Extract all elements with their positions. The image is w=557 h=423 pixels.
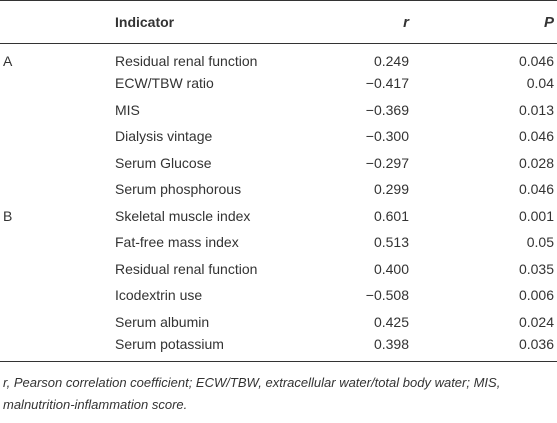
cell-p: 0.05: [526, 234, 554, 251]
cell-p: 0.04: [526, 75, 554, 92]
cell-r: −0.300: [365, 128, 409, 145]
table-row: Fat-free mass index 0.513 0.05: [0, 229, 557, 256]
table-row: Residual renal function 0.400 0.035: [0, 256, 557, 283]
cell-group: [0, 282, 115, 309]
cell-indicator: Dialysis vintage: [115, 128, 213, 145]
cell-indicator: Serum Glucose: [115, 154, 212, 171]
cell-group: [0, 309, 115, 336]
table-row: Serum phosphorous 0.299 0.046: [0, 176, 557, 203]
table-row: Dialysis vintage −0.300 0.046: [0, 123, 557, 150]
table-footnote: r, Pearson correlation coefficient; ECW/…: [3, 375, 501, 412]
cell-p: 0.046: [518, 181, 554, 198]
cell-indicator: MIS: [115, 101, 140, 118]
table-row: Icodextrin use −0.508 0.006: [0, 282, 557, 309]
cell-r: −0.508: [365, 287, 409, 304]
header-r: r: [322, 0, 412, 44]
header-indicator: Indicator: [115, 0, 322, 44]
cell-group: [0, 123, 115, 150]
cell-r: 0.425: [373, 313, 409, 330]
header-group: [0, 0, 115, 44]
cell-group: B: [3, 207, 13, 224]
cell-group: [0, 176, 115, 203]
cell-indicator: Serum albumin: [115, 313, 210, 330]
cell-p: 0.046: [518, 128, 554, 145]
header-row: Indicator r P: [0, 0, 557, 44]
cell-r: 0.299: [373, 181, 409, 198]
table-row: B Skeletal muscle index 0.601 0.001: [0, 203, 557, 230]
table-row: Serum Glucose −0.297 0.028: [0, 150, 557, 177]
cell-indicator: ECW/TBW ratio: [115, 75, 214, 92]
cell-p: 0.046: [518, 53, 554, 69]
cell-group: A: [3, 53, 13, 69]
cell-indicator: Fat-free mass index: [115, 234, 239, 251]
table-row: A Residual renal function 0.249 0.046: [0, 44, 557, 71]
cell-p: 0.035: [518, 260, 554, 277]
cell-p: 0.001: [518, 207, 554, 224]
cell-indicator: Residual renal function: [115, 53, 258, 69]
cell-group: [0, 229, 115, 256]
cell-indicator: Icodextrin use: [115, 287, 203, 304]
cell-group: [0, 97, 115, 124]
correlation-table: Indicator r P A Residual renal function …: [0, 0, 557, 362]
cell-indicator: Residual renal function: [115, 260, 258, 277]
table-row: Serum albumin 0.425 0.024: [0, 309, 557, 336]
cell-r: −0.297: [365, 154, 409, 171]
cell-group: [0, 150, 115, 177]
table-header: Indicator r P: [0, 0, 557, 44]
cell-p: 0.036: [412, 335, 557, 362]
cell-p: 0.006: [518, 287, 554, 304]
cell-indicator: Skeletal muscle index: [115, 207, 251, 224]
table-body: A Residual renal function 0.249 0.046 EC…: [0, 44, 557, 362]
cell-r: 0.513: [373, 234, 409, 251]
cell-group: [0, 70, 115, 97]
table-row: ECW/TBW ratio −0.417 0.04: [0, 70, 557, 97]
header-p: P: [412, 0, 557, 44]
cell-group: [0, 256, 115, 283]
cell-r: 0.400: [373, 260, 409, 277]
cell-r: 0.601: [373, 207, 409, 224]
cell-r: −0.417: [365, 75, 409, 92]
cell-indicator: Serum potassium: [115, 335, 322, 362]
cell-r: −0.369: [365, 101, 409, 118]
cell-group: [0, 335, 115, 362]
table-row: MIS −0.369 0.013: [0, 97, 557, 124]
cell-p: 0.013: [518, 101, 554, 118]
cell-indicator: Serum phosphorous: [115, 181, 242, 198]
table-row: Serum potassium 0.398 0.036: [0, 335, 557, 362]
cell-r: 0.249: [373, 53, 409, 69]
cell-p: 0.028: [518, 154, 554, 171]
cell-r: 0.398: [322, 335, 412, 362]
cell-p: 0.024: [518, 313, 554, 330]
